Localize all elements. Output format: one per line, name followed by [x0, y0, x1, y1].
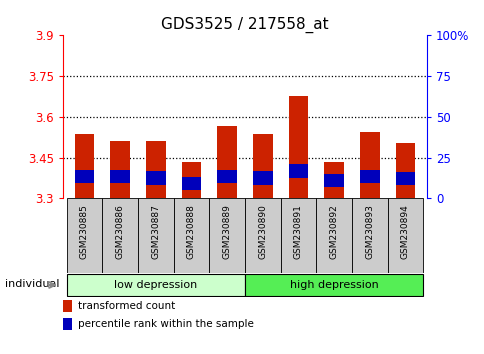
Bar [280, 198, 316, 273]
Bar [181, 177, 201, 190]
Bar [324, 174, 343, 187]
Bar [288, 96, 308, 198]
Bar [63, 318, 72, 330]
Bar [288, 164, 308, 178]
Text: percentile rank within the sample: percentile rank within the sample [77, 319, 253, 329]
Bar [395, 172, 414, 185]
Text: GSM230888: GSM230888 [186, 204, 196, 259]
Bar [102, 198, 137, 273]
Text: GSM230890: GSM230890 [257, 204, 267, 259]
Text: GSM230891: GSM230891 [293, 204, 302, 259]
Bar [110, 170, 130, 183]
Bar [146, 171, 165, 185]
Text: GSM230894: GSM230894 [400, 204, 409, 259]
Bar [359, 170, 379, 183]
Bar [146, 141, 165, 198]
Bar [395, 143, 414, 198]
Bar [387, 198, 423, 273]
Bar [209, 198, 244, 273]
Text: high depression: high depression [289, 280, 378, 290]
Bar [110, 141, 130, 198]
Text: GSM230887: GSM230887 [151, 204, 160, 259]
Bar [181, 161, 201, 198]
Bar [66, 274, 244, 296]
Bar [359, 132, 379, 198]
Text: GSM230886: GSM230886 [115, 204, 124, 259]
Bar [244, 274, 423, 296]
Bar [75, 170, 94, 183]
Bar [253, 135, 272, 198]
Bar [316, 198, 351, 273]
Bar [137, 198, 173, 273]
Text: GSM230885: GSM230885 [80, 204, 89, 259]
Bar [244, 198, 280, 273]
Bar [217, 170, 236, 183]
Bar [324, 161, 343, 198]
Text: GSM230893: GSM230893 [364, 204, 374, 259]
Text: transformed count: transformed count [77, 301, 175, 311]
Text: individual: individual [5, 279, 60, 289]
Text: GSM230889: GSM230889 [222, 204, 231, 259]
Bar [63, 300, 72, 312]
Text: low depression: low depression [114, 280, 197, 290]
Bar [173, 198, 209, 273]
Text: GSM230892: GSM230892 [329, 204, 338, 259]
Bar [66, 198, 102, 273]
Bar [75, 135, 94, 198]
Title: GDS3525 / 217558_at: GDS3525 / 217558_at [161, 16, 328, 33]
Bar [253, 171, 272, 185]
Bar [351, 198, 387, 273]
Bar [217, 126, 236, 198]
